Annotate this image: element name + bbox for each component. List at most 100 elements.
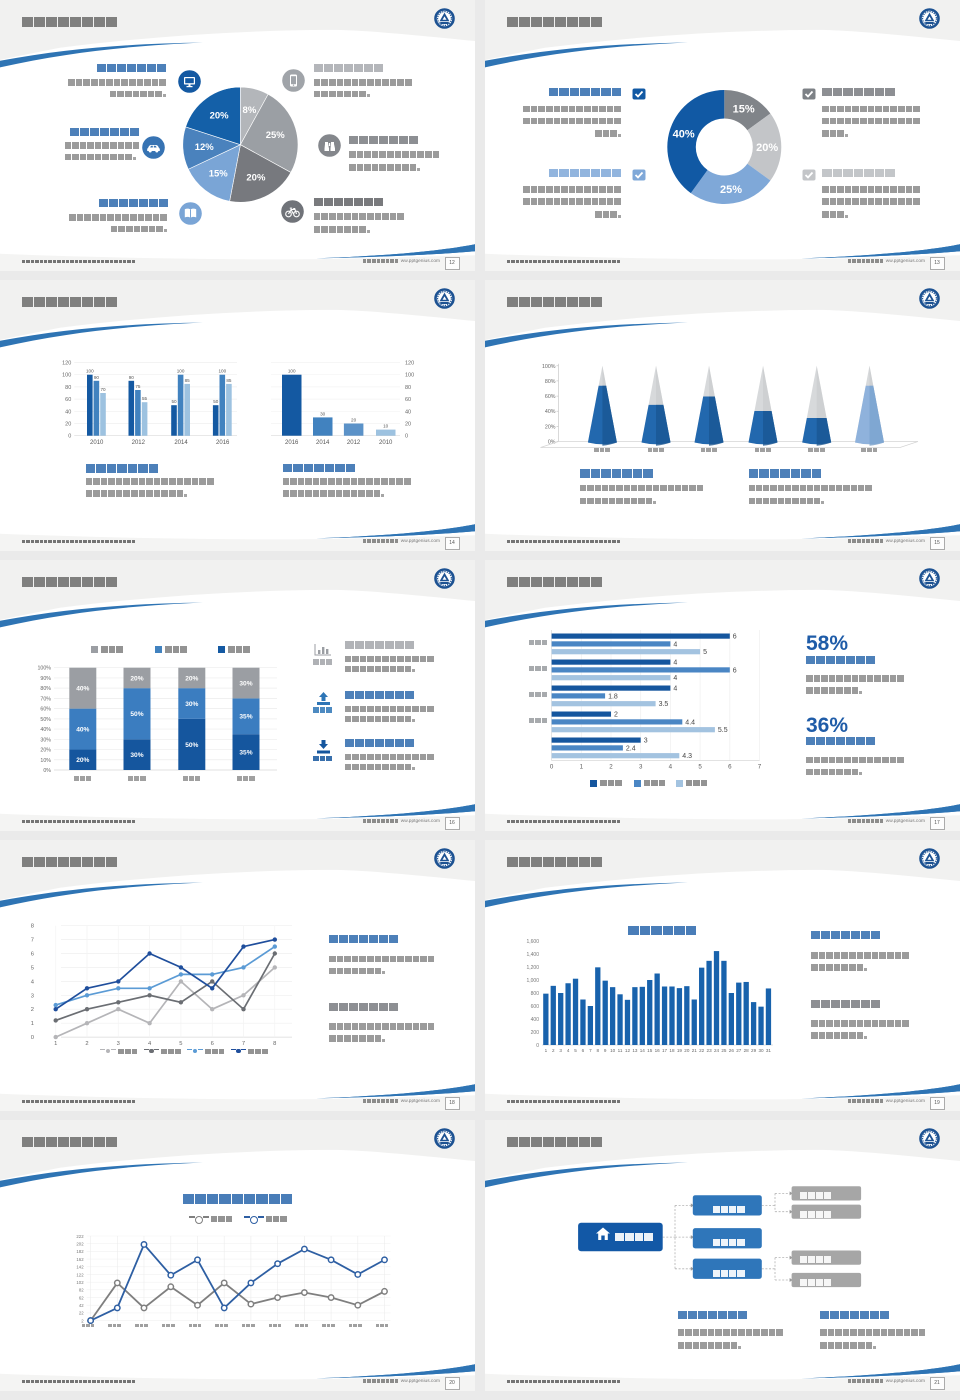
svg-text:4: 4 (148, 1041, 152, 1047)
svg-text:4: 4 (673, 660, 677, 667)
svg-text:50%: 50% (130, 711, 143, 718)
svg-text:2: 2 (614, 712, 618, 719)
svg-text:6: 6 (31, 952, 34, 958)
svg-text:40: 40 (405, 409, 411, 415)
svg-text:100: 100 (177, 369, 185, 374)
svg-text:100%: 100% (542, 364, 556, 370)
svg-text:3: 3 (644, 738, 648, 745)
svg-text:10: 10 (383, 424, 389, 429)
svg-text:100: 100 (86, 369, 94, 374)
svg-text:4: 4 (567, 1048, 570, 1053)
svg-text:0: 0 (405, 434, 408, 440)
svg-text:20%: 20% (185, 675, 198, 682)
svg-text:15%: 15% (209, 169, 229, 180)
svg-text:1: 1 (31, 1021, 34, 1027)
svg-text:22: 22 (699, 1048, 705, 1053)
svg-text:0: 0 (31, 1035, 34, 1041)
svg-text:1,000: 1,000 (526, 978, 539, 984)
svg-text:5: 5 (574, 1048, 577, 1053)
svg-text:4.3: 4.3 (682, 753, 692, 760)
svg-text:31: 31 (766, 1048, 772, 1053)
svg-text:2: 2 (85, 1041, 88, 1047)
svg-text:29: 29 (751, 1048, 757, 1053)
svg-text:27: 27 (736, 1048, 742, 1053)
svg-text:222: 222 (76, 1234, 84, 1239)
svg-text:19: 19 (677, 1048, 683, 1053)
svg-text:5: 5 (698, 764, 702, 771)
svg-text:4: 4 (673, 641, 677, 648)
svg-text:50: 50 (171, 399, 177, 404)
svg-text:60%: 60% (40, 707, 51, 713)
svg-text:60: 60 (65, 397, 71, 403)
svg-text:182: 182 (76, 1249, 84, 1254)
svg-text:3.5: 3.5 (659, 701, 669, 708)
svg-text:6: 6 (733, 667, 737, 674)
svg-text:400: 400 (531, 1017, 540, 1023)
svg-text:600: 600 (531, 1004, 540, 1010)
svg-text:2016: 2016 (285, 440, 299, 446)
svg-text:42: 42 (79, 1303, 84, 1308)
svg-text:20%: 20% (756, 142, 778, 154)
svg-text:10: 10 (610, 1048, 616, 1053)
svg-text:15%: 15% (733, 104, 755, 116)
svg-text:30%: 30% (185, 701, 198, 708)
svg-text:1: 1 (545, 1048, 548, 1053)
svg-text:2010: 2010 (379, 440, 393, 446)
svg-text:4.4: 4.4 (685, 719, 695, 726)
svg-text:2014: 2014 (316, 440, 330, 446)
svg-text:20%: 20% (545, 424, 556, 430)
svg-text:0%: 0% (548, 440, 556, 446)
svg-text:82: 82 (79, 1288, 84, 1293)
svg-text:30%: 30% (40, 737, 51, 743)
svg-text:5: 5 (179, 1041, 182, 1047)
svg-text:35%: 35% (239, 750, 252, 757)
svg-text:2: 2 (81, 1318, 84, 1323)
svg-text:40%: 40% (545, 409, 556, 415)
svg-text:50%: 50% (185, 742, 198, 749)
svg-text:70%: 70% (40, 696, 51, 702)
svg-text:2012: 2012 (347, 440, 361, 446)
svg-text:50: 50 (213, 399, 219, 404)
svg-text:1: 1 (54, 1041, 57, 1047)
svg-text:62: 62 (79, 1295, 84, 1300)
svg-text:7: 7 (758, 764, 762, 771)
svg-text:100: 100 (62, 373, 71, 379)
svg-text:2014: 2014 (174, 440, 188, 446)
svg-text:1: 1 (580, 764, 584, 771)
svg-text:8: 8 (31, 924, 34, 930)
svg-text:20%: 20% (40, 748, 51, 754)
svg-text:4: 4 (673, 686, 677, 693)
svg-text:2.4: 2.4 (626, 745, 636, 752)
svg-text:25: 25 (721, 1048, 727, 1053)
svg-text:142: 142 (76, 1265, 84, 1270)
svg-text:3: 3 (559, 1048, 562, 1053)
svg-text:20: 20 (684, 1048, 690, 1053)
svg-text:100: 100 (405, 373, 414, 379)
svg-text:200: 200 (531, 1030, 540, 1036)
svg-text:21: 21 (692, 1048, 698, 1053)
svg-text:7: 7 (31, 938, 34, 944)
svg-text:12%: 12% (195, 142, 215, 153)
svg-text:800: 800 (531, 991, 540, 997)
svg-text:28: 28 (744, 1048, 750, 1053)
svg-text:11: 11 (618, 1048, 623, 1053)
svg-text:60%: 60% (545, 394, 556, 400)
svg-text:12: 12 (625, 1048, 631, 1053)
svg-text:24: 24 (714, 1048, 720, 1053)
svg-text:90: 90 (94, 375, 100, 380)
svg-text:20: 20 (65, 422, 71, 428)
svg-text:25%: 25% (720, 184, 742, 196)
svg-text:6: 6 (582, 1048, 585, 1053)
svg-text:40%: 40% (76, 686, 89, 693)
svg-text:3: 3 (31, 993, 34, 999)
svg-text:90: 90 (129, 375, 135, 380)
svg-text:1,400: 1,400 (526, 952, 539, 958)
svg-text:25%: 25% (266, 130, 286, 141)
svg-text:1.8: 1.8 (608, 693, 618, 700)
svg-text:22: 22 (79, 1311, 84, 1316)
svg-text:20%: 20% (246, 173, 266, 184)
svg-text:5: 5 (703, 649, 707, 656)
svg-text:2: 2 (552, 1048, 555, 1053)
svg-text:5.5: 5.5 (718, 727, 728, 734)
svg-text:30: 30 (758, 1048, 764, 1053)
